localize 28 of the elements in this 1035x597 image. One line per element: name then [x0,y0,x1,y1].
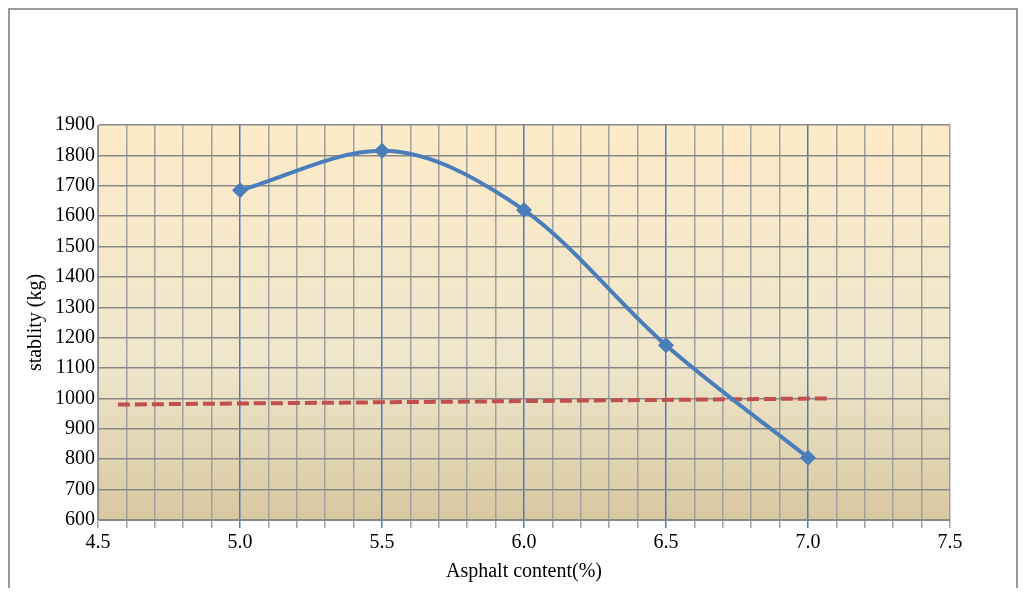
y-tick-label: 1800 [55,142,95,165]
y-tick-label: 1000 [55,385,95,408]
point [800,449,816,466]
y-tick-label: 800 [65,446,95,469]
y-tick-label: 1600 [55,203,95,226]
y-tick-label: 700 [65,476,95,499]
text: 5.0 [227,530,253,553]
y-tick-label: 1300 [55,294,95,317]
y-tick-label: 1900 [55,112,95,135]
y-tick-label: 1500 [55,233,95,256]
y-axis-title: stablity (kg) [23,273,47,372]
y-tick-label: 1200 [55,324,95,347]
y-tick-label: 1700 [55,173,95,196]
point [374,142,390,159]
point [232,182,248,199]
y-tick-label: 1100 [55,355,95,378]
x-axis-title: Asphalt content(%) [445,559,603,583]
x-tick-label: 7.5 [937,530,963,553]
x-tick-label: 4.5 [85,530,111,553]
x-tick-label: 5.5 [369,530,395,553]
x-tick-label: 7.0 [795,530,821,553]
y-tick-label: 600 [65,507,95,530]
y-tick-label: 900 [65,416,95,439]
x-tick-label: 6.0 [511,530,537,553]
x-tick-label: 6.5 [653,530,679,553]
point [658,337,674,354]
point [516,202,532,219]
y-tick-label: 1400 [55,264,95,287]
